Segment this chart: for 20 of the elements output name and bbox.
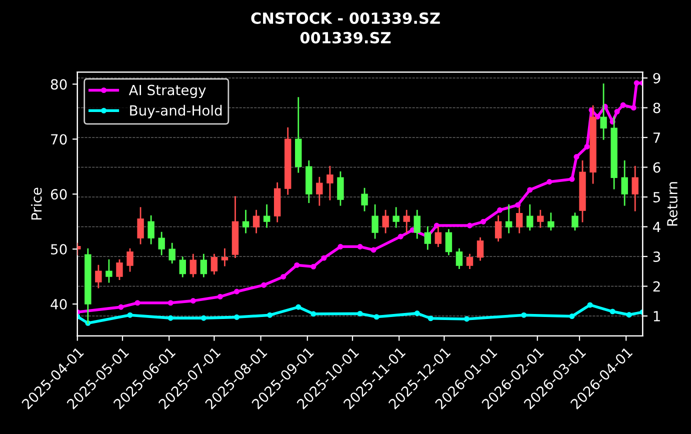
legend-label: AI Strategy <box>128 84 206 98</box>
chart-title: CNSTOCK - 001339.SZ <box>251 12 440 24</box>
y2-tick-label: 6 <box>653 162 660 173</box>
y2-tick-label: 7 <box>653 132 660 143</box>
y2-tick-label: 5 <box>653 192 660 202</box>
chart-subtitle: 001339.SZ <box>300 32 391 44</box>
y2-tick-label: 1 <box>654 311 660 322</box>
y-tick-label: 60 <box>50 189 67 200</box>
y-axis-title: Price <box>31 188 42 220</box>
y2-tick-label: 2 <box>653 281 660 292</box>
y2-tick-label: 4 <box>653 222 660 232</box>
y-tick-label: 70 <box>51 134 67 145</box>
y2-tick-label: 9 <box>653 72 660 84</box>
y2-tick-label: 3 <box>653 251 660 262</box>
y-tick-label: 50 <box>51 244 67 255</box>
y2-tick-label: 8 <box>653 102 660 114</box>
y-tick-label: 40 <box>50 299 67 310</box>
y-tick-label: 80 <box>50 79 67 90</box>
y2-axis-title: Return <box>667 182 678 226</box>
legend-label: Buy-and-Hold <box>130 104 222 118</box>
